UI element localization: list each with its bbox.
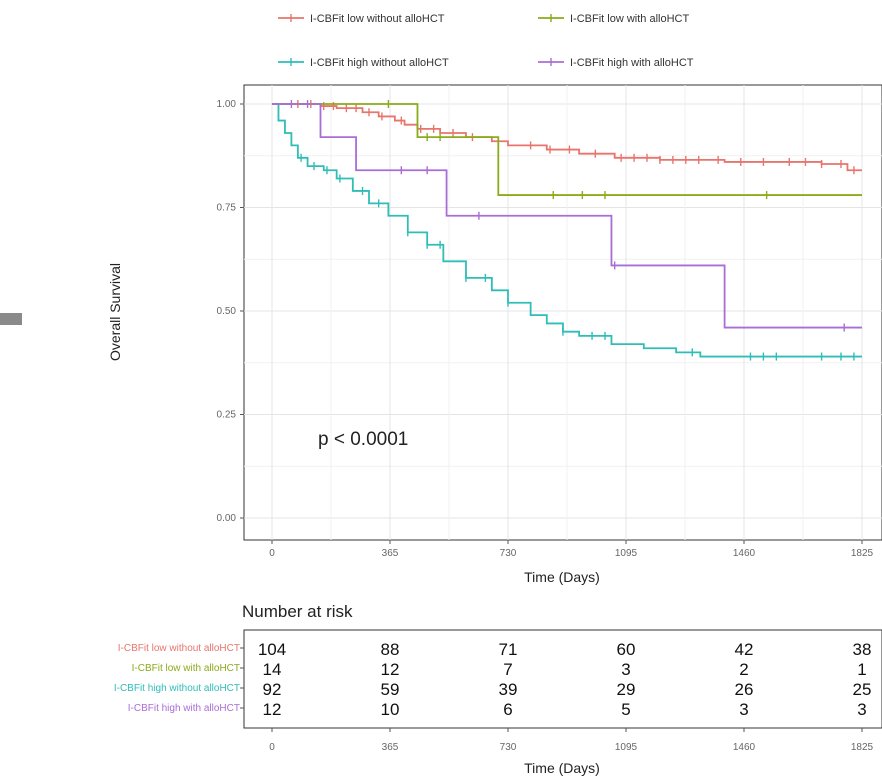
risk-count: 92	[263, 680, 282, 699]
risk-table-title: Number at risk	[242, 602, 353, 621]
risk-count: 59	[381, 680, 400, 699]
risk-count: 38	[853, 640, 872, 659]
risk-x-tick-label: 1460	[733, 742, 756, 753]
y-tick-label: 1.00	[217, 99, 237, 110]
risk-count: 14	[263, 660, 282, 679]
x-tick-label: 1460	[733, 548, 756, 559]
y-tick-label: 0.75	[217, 203, 237, 214]
risk-count: 25	[853, 680, 872, 699]
risk-row-label: I-CBFit low without alloHCT	[118, 643, 240, 654]
y-tick-label: 0.50	[217, 306, 237, 317]
risk-table-rows: I-CBFit low without alloHCT 104 88 71 60 42 38…	[114, 640, 872, 719]
survival-curve	[272, 103, 862, 329]
survival-curves	[272, 100, 862, 361]
risk-count: 3	[857, 700, 866, 719]
risk-count: 3	[621, 660, 630, 679]
x-tick-label: 365	[382, 548, 399, 559]
y-axis-ticks: 0.00 0.25 0.50 0.75 1.00	[217, 99, 244, 524]
y-tick-label: 0.25	[217, 410, 237, 421]
risk-count: 10	[381, 700, 400, 719]
survival-curve	[272, 103, 862, 358]
legend-label: I-CBFit low with alloHCT	[570, 13, 689, 25]
risk-count: 88	[381, 640, 400, 659]
legend-label: I-CBFit low without alloHCT	[310, 13, 445, 25]
x-tick-label: 730	[500, 548, 517, 559]
left-marker	[0, 313, 22, 325]
risk-count: 7	[503, 660, 512, 679]
risk-row-label: I-CBFit low with alloHCT	[132, 663, 240, 674]
risk-count: 2	[739, 660, 748, 679]
risk-count: 29	[617, 680, 636, 699]
risk-count: 60	[617, 640, 636, 659]
risk-x-tick-label: 365	[382, 742, 399, 753]
risk-count: 3	[739, 700, 748, 719]
risk-count: 26	[735, 680, 754, 699]
risk-x-tick-label: 730	[500, 742, 517, 753]
risk-count: 12	[263, 700, 282, 719]
risk-count: 6	[503, 700, 512, 719]
risk-table-frame	[243, 629, 882, 729]
risk-row-label: I-CBFit high without alloHCT	[114, 683, 240, 694]
risk-count: 39	[499, 680, 518, 699]
risk-table-x-title: Time (Days)	[524, 760, 600, 776]
legend-label: I-CBFit high with alloHCT	[570, 57, 694, 69]
plot-background	[243, 84, 882, 541]
risk-count: 1	[857, 660, 866, 679]
risk-count: 42	[735, 640, 754, 659]
legend: I-CBFit low without alloHCT I-CBFit low w…	[278, 13, 694, 69]
risk-count: 12	[381, 660, 400, 679]
risk-x-tick-label: 0	[269, 742, 275, 753]
risk-count: 71	[499, 640, 518, 659]
x-tick-label: 1825	[851, 548, 874, 559]
risk-table-x-ticks: 0 365 730 1095 1460 1825	[269, 728, 874, 753]
risk-x-tick-label: 1825	[851, 742, 874, 753]
risk-count: 104	[258, 640, 286, 659]
grid	[244, 85, 882, 540]
risk-x-tick-label: 1095	[615, 742, 638, 753]
x-axis-title: Time (Days)	[524, 569, 600, 585]
x-axis-ticks: 0 365 730 1095 1460 1825	[269, 540, 874, 559]
y-tick-label: 0.00	[217, 513, 237, 524]
survival-curve	[272, 103, 862, 196]
p-value: p < 0.0001	[318, 429, 408, 450]
plot-panel: 0.00 0.25 0.50 0.75 1.00 0 365 730 1095 1460 1825…	[217, 84, 882, 559]
x-tick-label: 0	[269, 548, 275, 559]
x-tick-label: 1095	[615, 548, 638, 559]
y-axis-title: Overall Survival	[107, 263, 123, 361]
risk-count: 5	[621, 700, 630, 719]
risk-row-label: I-CBFit high with alloHCT	[128, 703, 240, 714]
legend-label: I-CBFit high without alloHCT	[310, 57, 449, 69]
